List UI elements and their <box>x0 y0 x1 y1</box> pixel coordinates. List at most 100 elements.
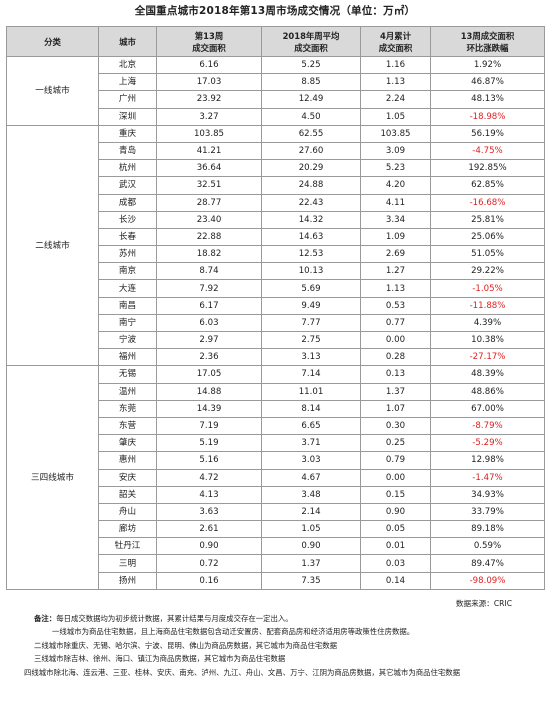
city-cell: 深圳 <box>98 107 157 126</box>
week13-cell: 5.16 <box>156 451 262 470</box>
change-cell: -11.88% <box>430 296 545 315</box>
city-cell: 上海 <box>98 73 157 92</box>
header-change-line2: 环比涨跌幅 <box>466 42 509 53</box>
table-header-row: 分类 城市 第13周 成交面积 2018年周平均 成交面积 4月累计 成交面积 … <box>6 26 545 57</box>
header-avg: 2018年周平均 成交面积 <box>261 26 361 57</box>
avg-cell: 27.60 <box>261 141 361 161</box>
change-cell: -18.98% <box>430 107 545 126</box>
header-week13: 第13周 成交面积 <box>156 26 262 57</box>
city-cell: 武汉 <box>98 176 157 195</box>
city-cell: 惠州 <box>98 451 157 470</box>
city-cell: 宁波 <box>98 330 157 350</box>
table-row: 三四线城市 无锡 17.05 7.14 0.13 48.39% <box>6 365 545 590</box>
april-cell: 0.05 <box>360 520 431 539</box>
header-april: 4月累计 成交面积 <box>360 26 431 57</box>
change-cell: -1.05% <box>430 279 545 298</box>
change-cell: 1.92% <box>430 55 545 75</box>
avg-cell: 14.32 <box>261 210 361 229</box>
april-cell: 0.00 <box>360 468 431 487</box>
note-line: 二线城市除重庆、无锡、哈尔滨、宁波、昆明、佛山为商品房数据，其它城市为商品住宅数… <box>34 640 338 650</box>
change-cell: 25.06% <box>430 227 545 247</box>
change-cell: 67.00% <box>430 399 545 418</box>
change-cell: 4.39% <box>430 313 545 333</box>
avg-cell: 24.88 <box>261 176 361 195</box>
week13-cell: 14.88 <box>156 382 262 401</box>
april-cell: 0.53 <box>360 296 431 315</box>
avg-cell: 2.14 <box>261 502 361 522</box>
change-cell: 25.81% <box>430 210 545 229</box>
change-cell: 48.13% <box>430 90 545 109</box>
city-cell: 牡丹江 <box>98 537 157 556</box>
week13-cell: 4.72 <box>156 468 262 487</box>
notes: 备注：每日成交数据均为初步统计数据，其累计结果与月度成交存在一定出入。 一线城市… <box>24 612 540 679</box>
april-cell: 0.30 <box>360 416 431 436</box>
april-cell: 0.01 <box>360 537 431 556</box>
table-row: 长沙 23.40 14.32 3.34 25.81% <box>7 210 545 229</box>
week13-cell: 2.61 <box>156 520 262 539</box>
avg-cell: 12.49 <box>261 90 361 109</box>
table-row: 南宁 6.03 7.77 0.77 4.39% <box>7 313 545 333</box>
week13-cell: 5.19 <box>156 434 262 453</box>
avg-cell: 11.01 <box>261 382 361 401</box>
header-april-line2: 成交面积 <box>378 42 413 53</box>
table-row: 成都 28.77 22.43 4.11 -16.68% <box>7 193 545 212</box>
week13-cell: 8.74 <box>156 262 262 281</box>
city-cell: 北京 <box>98 55 157 75</box>
table-row: 扬州 0.16 7.35 0.14 -98.09% <box>7 571 545 590</box>
city-cell: 大连 <box>98 279 157 298</box>
week13-cell: 7.19 <box>156 416 262 436</box>
city-cell: 温州 <box>98 382 157 401</box>
table-row: 舟山 3.63 2.14 0.90 33.79% <box>7 502 545 522</box>
tier-label: 二线城市 <box>6 124 99 367</box>
april-cell: 1.13 <box>360 279 431 298</box>
change-cell: 89.18% <box>430 520 545 539</box>
avg-cell: 6.65 <box>261 416 361 436</box>
change-cell: 10.38% <box>430 330 545 350</box>
avg-cell: 5.25 <box>261 55 361 75</box>
week13-cell: 41.21 <box>156 141 262 161</box>
note-row: 备注：每日成交数据均为初步统计数据，其累计结果与月度成交存在一定出入。 <box>34 612 540 625</box>
avg-cell: 9.49 <box>261 296 361 315</box>
city-cell: 安庆 <box>98 468 157 487</box>
week13-cell: 23.40 <box>156 210 262 229</box>
avg-cell: 8.14 <box>261 399 361 418</box>
change-cell: 34.93% <box>430 485 545 504</box>
week13-cell: 18.82 <box>156 245 262 264</box>
week13-cell: 4.13 <box>156 485 262 504</box>
week13-cell: 0.90 <box>156 537 262 556</box>
city-cell: 扬州 <box>98 571 157 590</box>
week13-cell: 32.51 <box>156 176 262 195</box>
week13-cell: 6.16 <box>156 55 262 75</box>
week13-cell: 14.39 <box>156 399 262 418</box>
week13-cell: 2.36 <box>156 348 262 367</box>
avg-cell: 2.75 <box>261 330 361 350</box>
week13-cell: 3.63 <box>156 502 262 522</box>
change-cell: 89.47% <box>430 554 545 573</box>
april-cell: 103.85 <box>360 124 431 143</box>
avg-cell: 3.71 <box>261 434 361 453</box>
avg-cell: 3.48 <box>261 485 361 504</box>
change-cell: -4.75% <box>430 141 545 161</box>
page-title: 全国重点城市2018年第13周市场成交情况（单位：万㎡） <box>134 5 416 17</box>
april-cell: 5.23 <box>360 159 431 178</box>
avg-cell: 20.29 <box>261 159 361 178</box>
week13-cell: 6.17 <box>156 296 262 315</box>
note-line: 三线城市除吉林、徐州、海口、镇江为商品房数据，其它城市为商品住宅数据 <box>34 654 286 664</box>
header-week13-line1: 第13周 <box>194 30 224 41</box>
notes-label: 备注： <box>34 614 57 623</box>
week13-cell: 7.92 <box>156 279 262 298</box>
change-cell: -5.29% <box>430 434 545 453</box>
city-cell: 肇庆 <box>98 434 157 453</box>
avg-cell: 14.63 <box>261 227 361 247</box>
avg-cell: 3.03 <box>261 451 361 470</box>
table-row: 二线城市 重庆 103.85 62.55 103.85 56.19% <box>6 124 545 367</box>
change-cell: 48.39% <box>430 365 545 384</box>
week13-cell: 23.92 <box>156 90 262 109</box>
april-cell: 1.27 <box>360 262 431 281</box>
city-cell: 韶关 <box>98 485 157 504</box>
change-cell: 33.79% <box>430 502 545 522</box>
header-april-line1: 4月累计 <box>380 30 411 41</box>
table-row: 杭州 36.64 20.29 5.23 192.85% <box>7 159 545 178</box>
week13-cell: 22.88 <box>156 227 262 247</box>
avg-cell: 3.13 <box>261 348 361 367</box>
